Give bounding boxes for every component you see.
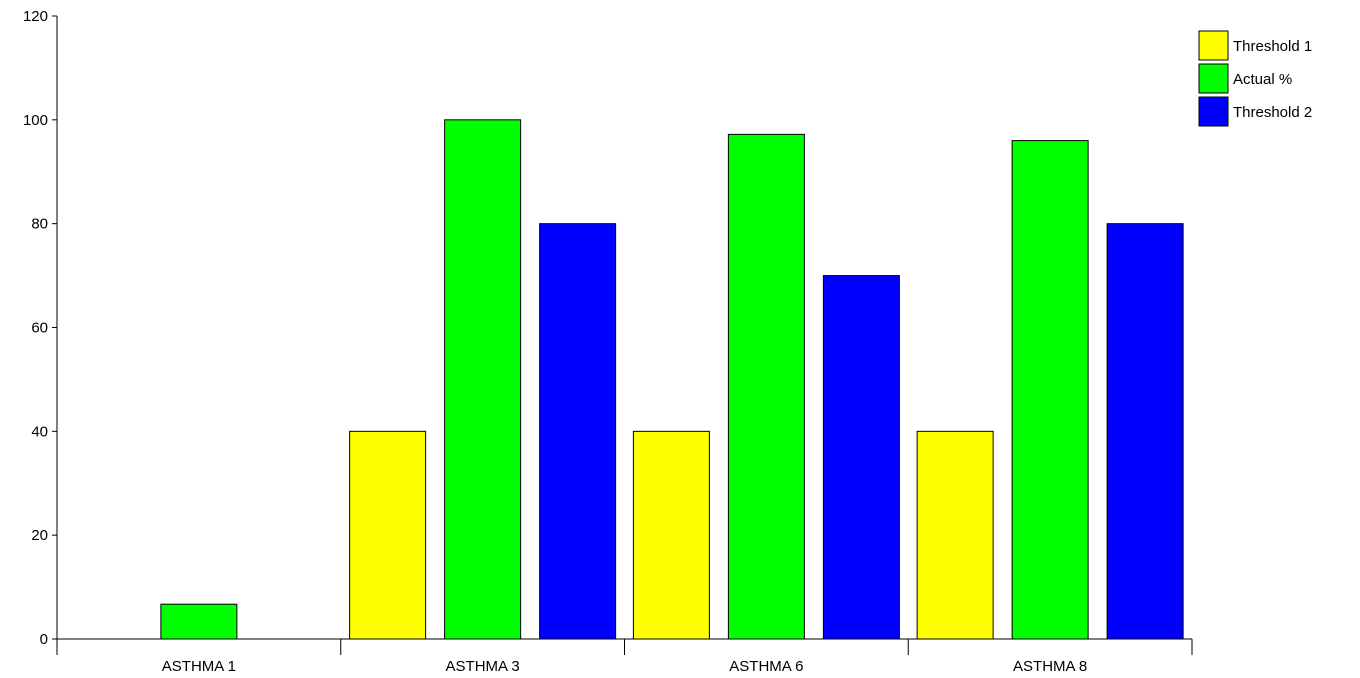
- bar-actual-asthma-8: [1011, 140, 1089, 640]
- bar-threshold-2-asthma-3: [539, 223, 617, 640]
- y-tick-label: 20: [31, 527, 48, 544]
- legend-label: Actual %: [1233, 71, 1292, 88]
- bar-actual-asthma-3: [444, 119, 522, 640]
- bar-threshold-1-asthma-8: [916, 430, 994, 640]
- y-tick-label: 80: [31, 216, 48, 233]
- y-axis: 0 20 40 60 80 100 120: [23, 8, 58, 648]
- legend-swatch: [1198, 63, 1229, 94]
- y-tick-label: 100: [23, 112, 48, 129]
- bar-threshold-2-asthma-6: [822, 275, 900, 640]
- y-tick-label: 0: [40, 631, 48, 648]
- y-tick-label: 40: [31, 423, 48, 440]
- x-tick-label: ASTHMA 8: [1013, 658, 1087, 675]
- y-tick-label: 60: [31, 320, 48, 337]
- x-tick-label: ASTHMA 1: [162, 658, 236, 675]
- legend: Threshold 1 Actual % Threshold 2: [1198, 30, 1312, 127]
- legend-swatch: [1198, 30, 1229, 61]
- bar-actual-asthma-6: [727, 133, 805, 640]
- x-tick-label: ASTHMA 3: [446, 658, 520, 675]
- legend-swatch: [1198, 96, 1229, 127]
- bar-threshold-2-asthma-8: [1106, 223, 1184, 640]
- bar-threshold-1-asthma-6: [632, 430, 710, 640]
- x-axis: ASTHMA 1 ASTHMA 3 ASTHMA 6 ASTHMA 8: [56, 638, 1193, 675]
- bars: [160, 119, 1184, 640]
- legend-label: Threshold 1: [1233, 38, 1312, 55]
- legend-label: Threshold 2: [1233, 104, 1312, 121]
- bar-threshold-1-asthma-3: [349, 430, 427, 640]
- bar-actual-asthma-1: [160, 603, 238, 640]
- x-tick-label: ASTHMA 6: [729, 658, 803, 675]
- y-tick-label: 120: [23, 8, 48, 25]
